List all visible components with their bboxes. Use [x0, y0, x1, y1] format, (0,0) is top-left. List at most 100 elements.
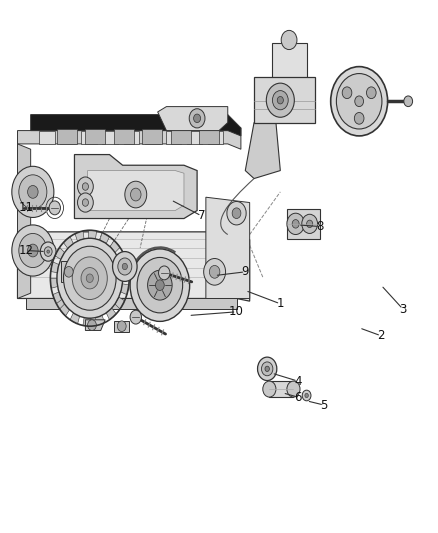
Wedge shape — [115, 297, 124, 309]
Circle shape — [137, 257, 183, 313]
Circle shape — [28, 185, 38, 198]
Circle shape — [130, 310, 141, 324]
Wedge shape — [83, 318, 91, 326]
Polygon shape — [88, 171, 184, 211]
Polygon shape — [18, 232, 250, 301]
Circle shape — [64, 246, 116, 310]
Text: 2: 2 — [377, 329, 385, 342]
Wedge shape — [53, 292, 62, 304]
Circle shape — [272, 91, 288, 110]
Circle shape — [302, 390, 311, 401]
Circle shape — [117, 321, 126, 332]
Circle shape — [292, 220, 299, 228]
Circle shape — [194, 114, 201, 123]
Polygon shape — [60, 131, 76, 144]
Text: 3: 3 — [399, 303, 406, 316]
Circle shape — [130, 249, 190, 321]
Polygon shape — [39, 131, 55, 144]
Text: 10: 10 — [229, 305, 244, 318]
Text: 7: 7 — [198, 209, 205, 222]
Circle shape — [40, 242, 56, 261]
Polygon shape — [74, 155, 197, 219]
Circle shape — [12, 225, 54, 276]
Polygon shape — [269, 381, 293, 397]
Polygon shape — [85, 129, 105, 144]
Circle shape — [331, 67, 388, 136]
Circle shape — [159, 266, 170, 280]
Circle shape — [281, 30, 297, 50]
Circle shape — [258, 357, 277, 381]
Wedge shape — [95, 316, 105, 326]
Polygon shape — [114, 321, 129, 332]
Circle shape — [261, 362, 273, 376]
Wedge shape — [64, 237, 74, 248]
Polygon shape — [187, 131, 202, 144]
Polygon shape — [166, 131, 181, 144]
Text: 8: 8 — [316, 220, 323, 233]
Polygon shape — [26, 298, 237, 309]
Circle shape — [302, 214, 318, 233]
Circle shape — [19, 233, 47, 268]
Wedge shape — [100, 232, 110, 244]
Polygon shape — [81, 131, 97, 144]
Circle shape — [148, 270, 172, 300]
Circle shape — [307, 220, 313, 228]
Polygon shape — [102, 131, 118, 144]
Circle shape — [265, 366, 269, 372]
Circle shape — [336, 74, 382, 129]
Wedge shape — [75, 231, 84, 241]
Text: 9: 9 — [241, 265, 249, 278]
Wedge shape — [88, 230, 97, 239]
Circle shape — [287, 213, 304, 235]
Circle shape — [367, 87, 376, 99]
Wedge shape — [55, 247, 65, 260]
Circle shape — [78, 193, 93, 212]
Wedge shape — [106, 308, 116, 320]
Circle shape — [81, 268, 99, 289]
Polygon shape — [61, 261, 77, 282]
Polygon shape — [31, 115, 241, 136]
Circle shape — [113, 252, 137, 281]
Circle shape — [204, 259, 226, 285]
Circle shape — [19, 175, 47, 209]
Polygon shape — [206, 197, 250, 298]
Text: 4: 4 — [294, 375, 302, 387]
Polygon shape — [18, 144, 31, 298]
Circle shape — [342, 87, 352, 99]
Circle shape — [88, 320, 96, 330]
Polygon shape — [57, 129, 77, 144]
Text: 11: 11 — [19, 201, 34, 214]
Circle shape — [404, 96, 413, 107]
Circle shape — [72, 257, 107, 300]
Polygon shape — [158, 107, 228, 131]
Text: 6: 6 — [294, 391, 302, 403]
Circle shape — [266, 83, 294, 117]
Polygon shape — [287, 209, 320, 239]
Circle shape — [57, 238, 123, 318]
Wedge shape — [51, 262, 59, 273]
Text: 12: 12 — [19, 244, 34, 257]
Circle shape — [131, 188, 141, 201]
Circle shape — [44, 247, 52, 256]
Circle shape — [209, 265, 220, 278]
Circle shape — [227, 201, 246, 225]
Circle shape — [47, 250, 49, 253]
Polygon shape — [114, 129, 134, 144]
Circle shape — [287, 381, 300, 397]
Circle shape — [354, 112, 364, 124]
Polygon shape — [85, 320, 105, 330]
Wedge shape — [118, 253, 127, 264]
Wedge shape — [60, 304, 70, 316]
Circle shape — [232, 208, 241, 219]
Polygon shape — [171, 129, 191, 144]
Circle shape — [86, 274, 93, 282]
Circle shape — [155, 280, 164, 290]
Circle shape — [125, 181, 147, 208]
Text: 1: 1 — [276, 297, 284, 310]
Circle shape — [49, 201, 60, 215]
Wedge shape — [50, 278, 58, 288]
Text: 5: 5 — [321, 399, 328, 411]
Circle shape — [263, 381, 276, 397]
Circle shape — [82, 199, 88, 206]
Polygon shape — [145, 131, 160, 144]
